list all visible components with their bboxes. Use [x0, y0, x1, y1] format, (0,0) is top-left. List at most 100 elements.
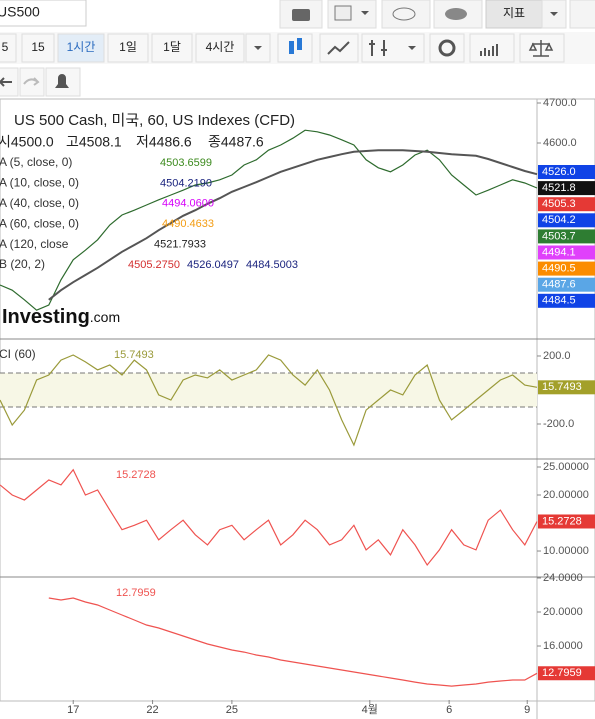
price-tag-label: 4521.8	[542, 182, 576, 194]
value-tag	[538, 666, 595, 681]
symbol-input[interactable]	[0, 0, 87, 27]
x-tick-label: 6	[446, 704, 452, 716]
indicator-name: A (5, close, 0)	[0, 155, 72, 169]
bell-icon	[55, 74, 69, 88]
y-tick-label: 200.0	[543, 350, 571, 362]
line-icon	[327, 41, 350, 55]
price-tag	[538, 277, 595, 292]
series-line	[48, 597, 538, 687]
price-tag-label: 4504.2	[542, 214, 576, 226]
interval-dropdown[interactable]	[245, 33, 271, 63]
series-line	[0, 129, 538, 311]
indicator-name: A (120, close	[0, 237, 69, 251]
watermark-brand: Investing	[2, 306, 90, 328]
interval-button[interactable]	[21, 33, 55, 63]
price-tag-label: 4494.1	[542, 246, 576, 258]
bars-icon	[369, 40, 387, 56]
candle-icon	[297, 38, 302, 50]
interval-label: 1시간	[67, 40, 96, 54]
interval-label: 15	[31, 40, 45, 54]
candle-button[interactable]	[277, 33, 313, 63]
price-tag	[538, 245, 595, 260]
y-tick-label: 20.0000	[543, 606, 583, 618]
indicator-name: A (60, close, 0)	[0, 216, 79, 230]
price-tag	[538, 197, 595, 212]
series-line	[48, 149, 538, 301]
y-tick-label: 4600.0	[543, 137, 577, 149]
cloud-icon	[392, 7, 416, 21]
settings-button[interactable]	[569, 0, 595, 29]
x-tick-label: 9	[524, 704, 530, 716]
compare-button[interactable]	[519, 33, 565, 63]
redo-button[interactable]	[19, 67, 45, 97]
dropdown-icon	[408, 46, 416, 50]
price-tag	[538, 181, 595, 196]
gear-icon	[438, 39, 456, 57]
value-tag	[538, 514, 595, 529]
interval-label: 1일	[119, 40, 137, 54]
style-button[interactable]	[327, 0, 377, 29]
price-tag	[538, 229, 595, 244]
square-icon	[334, 5, 352, 21]
x-tick-label: 4월	[362, 703, 378, 716]
watermark-domain: .com	[90, 309, 120, 325]
indicator-name: A (10, close, 0)	[0, 176, 79, 190]
price-tag-label: 4503.7	[542, 230, 576, 242]
value-tag	[538, 380, 595, 395]
load-button[interactable]	[381, 0, 431, 29]
ohlc-readout: 고4508.1	[66, 134, 122, 150]
candle-icon	[289, 41, 294, 54]
y-tick-label: 25.00000	[543, 461, 589, 473]
indicator-readout: 4521.7933	[154, 239, 206, 251]
line-button[interactable]	[319, 33, 359, 63]
interval-button[interactable]	[107, 33, 149, 63]
price-tag	[538, 165, 595, 179]
price-tag-label: 4487.6	[542, 279, 576, 291]
value-tag-label: 15.2728	[542, 515, 582, 527]
plot-area: 4600.0 4700.0 US 500 Cash, 미국, 60, US Inde…	[0, 97, 595, 719]
chart-title: US 500 Cash, 미국, 60, US Indexes (CFD)	[14, 112, 295, 129]
x-tick-label: 25	[226, 704, 238, 716]
y-tick-label: 24.0000	[543, 572, 583, 584]
value-tag-label: 12.7959	[542, 667, 582, 679]
indicators-label: 지표	[503, 6, 525, 20]
dropdown-icon	[550, 12, 558, 16]
y-tick-label: 4700.0	[543, 97, 577, 109]
ohlc-readout: 종4487.6	[208, 134, 264, 150]
value-tag-label: 15.7493	[542, 381, 582, 393]
gear-button[interactable]	[429, 33, 465, 63]
interval-label: 5	[2, 40, 9, 54]
undo-icon	[0, 77, 12, 87]
indicator-readout: 4484.5003	[246, 259, 298, 271]
redo-icon	[23, 77, 40, 86]
interval-button[interactable]	[195, 33, 245, 63]
ohlc-readout: 저4486.6	[136, 134, 192, 150]
indicator-readout: 4504.2190	[160, 177, 212, 189]
interval-label: 4시간	[206, 40, 235, 54]
price-tag	[538, 261, 595, 276]
price-tag-label: 4526.0	[542, 166, 576, 178]
dropdown-icon	[361, 11, 369, 15]
y-tick-label: 20.00000	[543, 489, 589, 501]
interval-button[interactable]	[57, 33, 105, 63]
indicator-name: B (20, 2)	[0, 257, 45, 271]
interval-button[interactable]	[0, 33, 17, 63]
scale-icon	[528, 40, 554, 57]
dropdown-icon	[254, 46, 262, 50]
watermark: Investing.com	[2, 306, 120, 328]
pane-border	[0, 98, 595, 702]
y-tick-label: 10.00000	[543, 545, 589, 557]
indicator-readout: 4526.0497	[187, 259, 239, 271]
x-tick-label: 22	[146, 704, 158, 716]
indicator-readout: 4490.4633	[162, 218, 214, 230]
x-tick-label: 17	[67, 704, 79, 716]
series-line	[0, 354, 538, 447]
price-tag	[538, 293, 595, 308]
indicator-readout: 4494.0600	[162, 198, 214, 210]
price-tag-label: 4484.5	[542, 295, 576, 307]
intervals: 5 15 1시간 1일 1달 4시간	[0, 33, 245, 63]
interval-button[interactable]	[151, 33, 193, 63]
indicator-readout: 12.7959	[116, 587, 156, 599]
